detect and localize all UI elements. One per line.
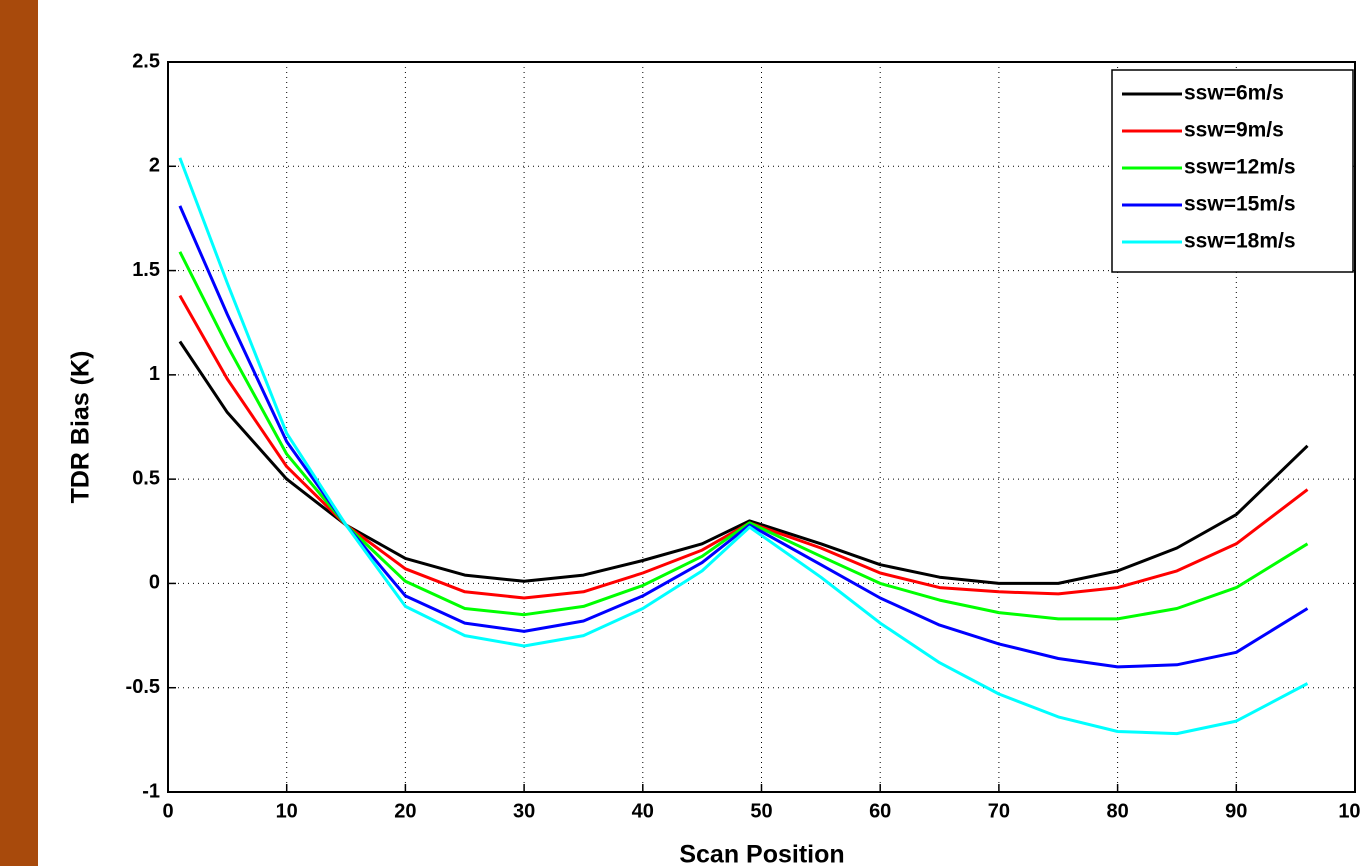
legend-label: ssw=9m/s [1184, 119, 1284, 142]
x-tick-label: 70 [988, 800, 1010, 822]
x-tick-label: 80 [1106, 800, 1128, 822]
y-tick-label: 1 [149, 363, 160, 385]
y-axis-title: TDR Bias (K) [67, 351, 95, 504]
legend-label: ssw=12m/s [1184, 156, 1296, 179]
legend-box [1111, 69, 1354, 273]
y-tick-label: 2.5 [132, 50, 160, 72]
x-tick-label: 10 [276, 800, 298, 822]
y-tick-label: 0.5 [132, 467, 160, 489]
x-tick-label: 100 [1338, 800, 1361, 822]
x-tick-label: 90 [1225, 800, 1247, 822]
legend-label: ssw=15m/s [1184, 193, 1296, 216]
x-tick-label: 0 [162, 800, 173, 822]
y-tick-label: -0.5 [126, 676, 160, 698]
side-bar [0, 0, 38, 866]
legend-label: ssw=18m/s [1184, 230, 1296, 253]
series-line [178, 294, 1309, 600]
y-tick-label: -1 [142, 780, 160, 802]
series-line [178, 157, 1309, 736]
x-tick-label: 30 [513, 800, 535, 822]
x-axis-title: Scan Position [679, 841, 844, 866]
series-line [178, 340, 1309, 585]
legend-label: ssw=6m/s [1184, 82, 1284, 105]
x-tick-label: 20 [394, 800, 416, 822]
y-tick-label: 2 [149, 155, 160, 177]
legend: ssw=6m/s ssw=9m/s ssw=12m/s ssw=15m/s ssw=18… [1111, 69, 1354, 273]
y-tick-label: 0 [149, 572, 160, 594]
y-tick-label: 1.5 [132, 259, 160, 281]
plot-frame [167, 61, 1356, 793]
x-tick-label: 60 [869, 800, 891, 822]
x-tick-label: 40 [632, 800, 654, 822]
series-line [178, 205, 1309, 669]
series-line [178, 251, 1309, 621]
x-tick-label: 50 [750, 800, 772, 822]
